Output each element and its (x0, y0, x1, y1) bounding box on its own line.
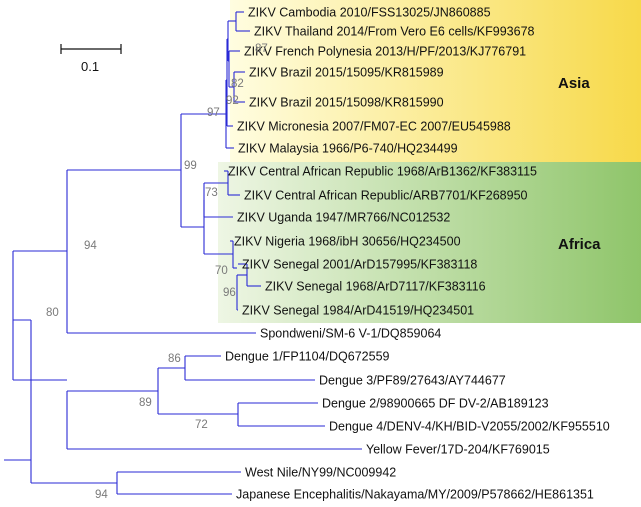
tip-label: ZIKV Central African Republic 1968/ArB13… (228, 165, 537, 179)
bootstrap-value: 80 (46, 307, 59, 319)
bootstrap-value: 73 (205, 187, 218, 199)
bootstrap-value: 99 (184, 160, 197, 172)
bootstrap-value: 82 (231, 78, 244, 90)
tip-label: ZIKV Senegal 2001/ArD157995/KF383118 (242, 258, 477, 272)
bootstrap-value: 96 (223, 287, 236, 299)
tip-label: ZIKV Malaysia 1966/P6-740/HQ234499 (238, 142, 458, 156)
bootstrap-value: 72 (195, 419, 208, 431)
tip-label: Dengue 1/FP1104/DQ672559 (225, 350, 390, 364)
tip-label: Japanese Encephalitis/Nakayama/MY/2009/P… (236, 488, 594, 502)
tip-labels: ZIKV Cambodia 2010/FSS13025/JN860885 ZIKV… (225, 6, 610, 502)
region-label-asia: Asia (558, 75, 590, 92)
bootstrap-value: 86 (168, 353, 181, 365)
tip-label: ZIKV Brazil 2015/15098/KR815990 (249, 96, 444, 110)
bootstrap-value: 87 (255, 43, 268, 55)
tip-label: Dengue 2/98900665 DF DV-2/AB189123 (322, 397, 549, 411)
tip-label: ZIKV Cambodia 2010/FSS13025/JN860885 (248, 6, 491, 20)
tip-label: West Nile/NY99/NC009942 (245, 466, 396, 480)
tip-label: ZIKV Micronesia 2007/FM07-EC 2007/EU5459… (237, 120, 511, 134)
bootstrap-value: 94 (84, 240, 97, 252)
africa-clade-band (218, 162, 641, 323)
tip-label: ZIKV Nigeria 1968/ibH 30656/HQ234500 (234, 235, 461, 249)
scale-bar: 0.1 (60, 44, 122, 74)
bootstrap-value: 70 (215, 265, 228, 277)
region-label-africa: Africa (558, 236, 601, 253)
tip-label: Yellow Fever/17D-204/KF769015 (366, 443, 550, 457)
tip-label: ZIKV Uganda 1947/MR766/NC012532 (237, 211, 450, 225)
tip-label: Spondweni/SM-6 V-1/DQ859064 (260, 327, 441, 341)
tip-label: Dengue 3/PF89/27643/AY744677 (319, 374, 506, 388)
tree-branches (4, 11, 362, 495)
bootstrap-value: 89 (139, 397, 152, 409)
asia-clade-band (230, 0, 641, 162)
tip-label: ZIKV Thailand 2014/From Vero E6 cells/KF… (254, 25, 535, 39)
tip-label: ZIKV Brazil 2015/15095/KR815989 (249, 66, 444, 80)
bootstrap-value: 94 (95, 489, 108, 501)
scale-bar-label: 0.1 (81, 59, 99, 74)
bootstrap-value: 92 (226, 95, 239, 107)
tip-label: ZIKV French Polynesia 2013/H/PF/2013/KJ7… (244, 45, 526, 59)
bootstrap-labels: 87 82 92 97 99 73 70 96 94 80 86 89 72 94 (46, 43, 268, 501)
tip-label: ZIKV Senegal 1968/ArD7117/KF383116 (265, 280, 486, 294)
tip-label: ZIKV Senegal 1984/ArD41519/HQ234501 (242, 304, 474, 318)
bootstrap-value: 97 (207, 107, 220, 119)
tip-label: Dengue 4/DENV-4/KH/BID-V2055/2002/KF9555… (329, 420, 610, 434)
tip-label: ZIKV Central African Republic/ARB7701/KF… (244, 189, 528, 203)
